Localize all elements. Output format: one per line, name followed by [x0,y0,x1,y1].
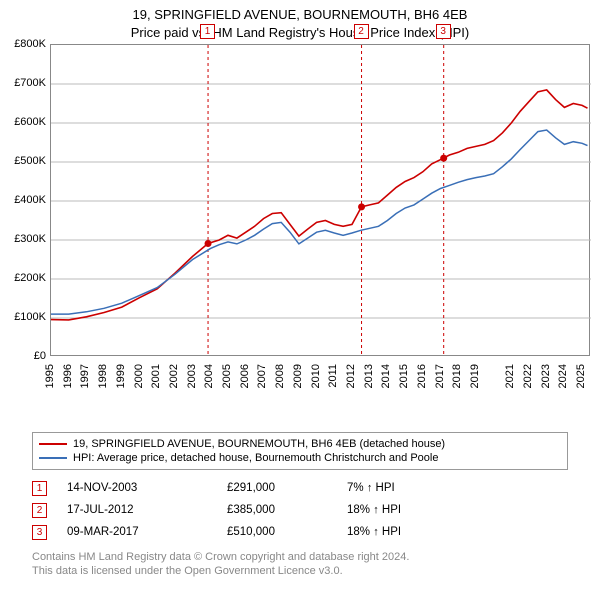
plot-area [50,44,590,356]
x-tick-label: 2015 [398,364,410,388]
up-arrow-icon: ↑ [373,526,379,538]
x-tick-label: 2004 [203,364,215,388]
tx-marker-1: 1 [200,24,215,39]
footer-line-1: Contains HM Land Registry data © Crown c… [32,550,568,564]
x-tick-label: 2013 [363,364,375,388]
x-tick-label: 2010 [310,364,322,388]
chart-container: { "title": { "line1": "19, SPRINGFIELD A… [0,0,600,590]
title-line-2: Price paid vs. HM Land Registry's House … [0,24,600,42]
y-tick-label: £200K [14,272,46,284]
x-tick-label: 2016 [416,364,428,388]
y-tick-label: £800K [14,38,46,50]
x-tick-label: 1997 [79,364,91,388]
tx-date: 14-NOV-2003 [67,482,227,494]
tx-row-marker: 3 [32,525,47,540]
x-tick-label: 2023 [540,364,552,388]
legend-box: 19, SPRINGFIELD AVENUE, BOURNEMOUTH, BH6… [32,432,568,470]
title-line-1: 19, SPRINGFIELD AVENUE, BOURNEMOUTH, BH6… [0,6,600,24]
x-tick-label: 2012 [345,364,357,388]
y-tick-label: £300K [14,233,46,245]
tx-price: £510,000 [227,526,347,538]
x-tick-label: 2002 [168,364,180,388]
x-tick-label: 2000 [133,364,145,388]
chart-area: £0£100K£200K£300K£400K£500K£600K£700K£80… [0,44,600,399]
tx-row-marker: 1 [32,481,47,496]
tx-marker-2: 2 [354,24,369,39]
x-tick-label: 2019 [469,364,481,388]
x-tick-label: 2006 [239,364,251,388]
y-tick-label: £100K [14,311,46,323]
x-tick-label: 2009 [292,364,304,388]
x-tick-label: 2005 [221,364,233,388]
x-tick-label: 2007 [256,364,268,388]
tx-date: 17-JUL-2012 [67,504,227,516]
x-tick-label: 1999 [115,364,127,388]
x-tick-label: 2022 [522,364,534,388]
legend-row: HPI: Average price, detached house, Bour… [39,451,561,465]
y-tick-label: £700K [14,77,46,89]
tx-price: £291,000 [227,482,347,494]
legend-label: HPI: Average price, detached house, Bour… [73,452,438,464]
x-tick-label: 2021 [504,364,516,388]
up-arrow-icon: ↑ [373,504,379,516]
y-tick-label: £600K [14,116,46,128]
up-arrow-icon: ↑ [367,482,373,494]
tx-pct-vs-hpi: 18% ↑ HPI [347,504,507,516]
y-tick-label: £400K [14,194,46,206]
x-tick-label: 2025 [575,364,587,388]
y-tick-label: £0 [34,350,46,362]
tx-pct-vs-hpi: 7% ↑ HPI [347,482,507,494]
x-tick-label: 2001 [150,364,162,388]
footer-line-2: This data is licensed under the Open Gov… [32,564,568,578]
x-tick-label: 2018 [451,364,463,388]
tx-date: 09-MAR-2017 [67,526,227,538]
x-tick-label: 1998 [97,364,109,388]
tx-marker-3: 3 [436,24,451,39]
tx-price: £385,000 [227,504,347,516]
legend-label: 19, SPRINGFIELD AVENUE, BOURNEMOUTH, BH6… [73,438,445,450]
x-tick-label: 2014 [380,364,392,388]
tx-row: 1 14-NOV-2003£291,0007% ↑ HPI [32,477,568,499]
legend-swatch [39,457,67,459]
tx-row: 2 17-JUL-2012£385,00018% ↑ HPI [32,499,568,521]
tx-row: 3 09-MAR-2017£510,00018% ↑ HPI [32,521,568,543]
x-tick-label: 1995 [44,364,56,388]
x-tick-label: 2024 [557,364,569,388]
legend-swatch [39,443,67,445]
x-tick-label: 2011 [327,364,339,388]
x-tick-label: 1996 [62,364,74,388]
tx-pct-vs-hpi: 18% ↑ HPI [347,526,507,538]
x-tick-label: 2003 [186,364,198,388]
x-tick-label: 2008 [274,364,286,388]
footer-attribution: Contains HM Land Registry data © Crown c… [32,550,568,579]
chart-title: 19, SPRINGFIELD AVENUE, BOURNEMOUTH, BH6… [0,0,600,41]
transaction-table: 1 14-NOV-2003£291,0007% ↑ HPI 2 17-JUL-2012… [32,477,568,543]
legend-row: 19, SPRINGFIELD AVENUE, BOURNEMOUTH, BH6… [39,437,561,451]
y-tick-label: £500K [14,155,46,167]
x-tick-label: 2017 [434,364,446,388]
tx-row-marker: 2 [32,503,47,518]
